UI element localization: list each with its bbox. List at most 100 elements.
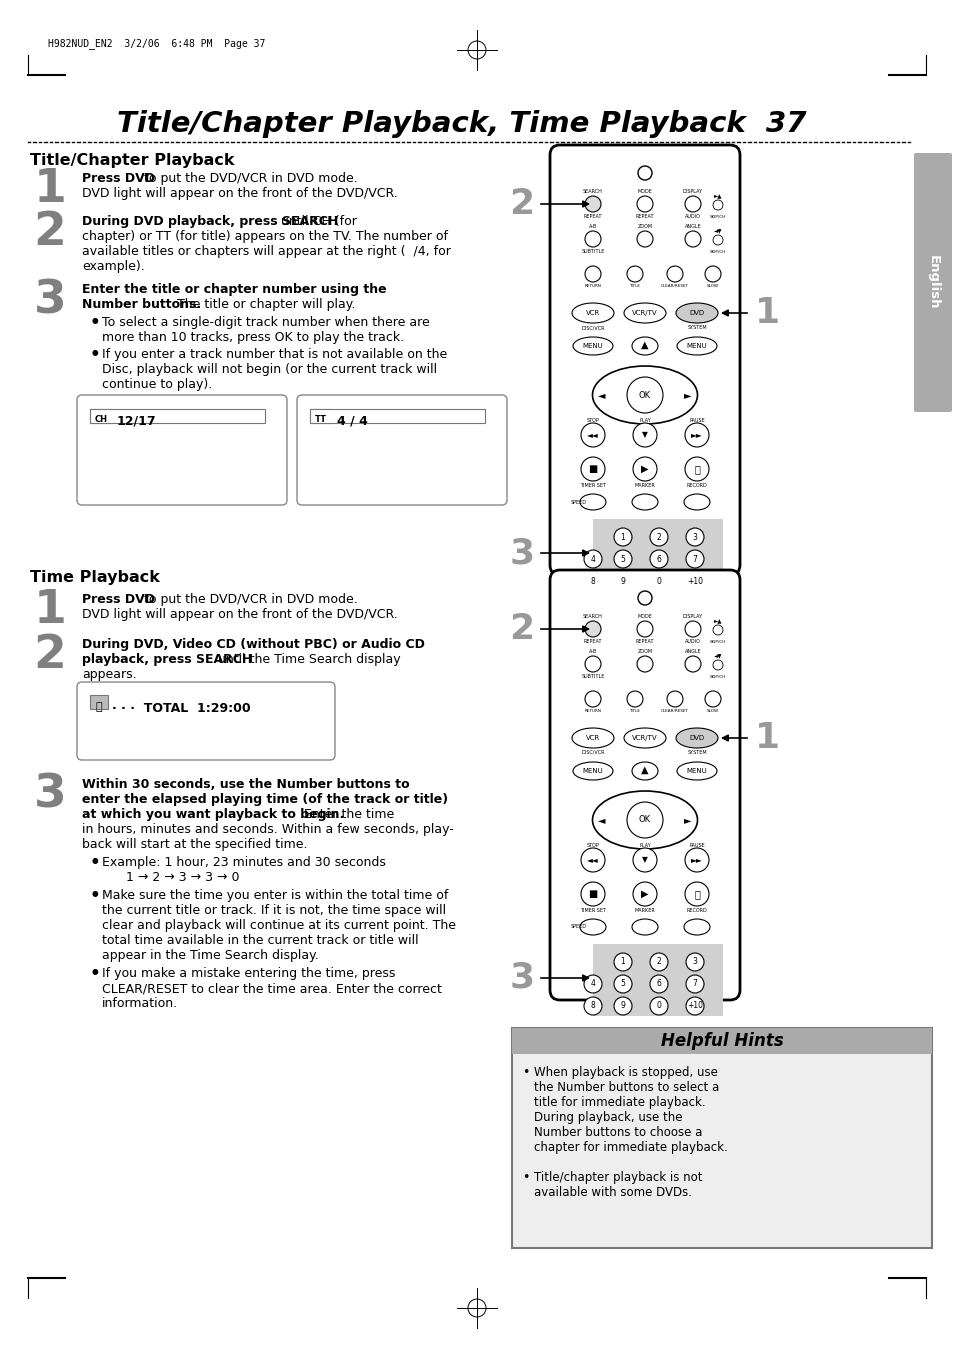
- FancyBboxPatch shape: [913, 153, 951, 412]
- Circle shape: [633, 457, 657, 481]
- Text: 3: 3: [692, 532, 697, 542]
- Text: MENU: MENU: [582, 767, 602, 774]
- Text: SKIP/CH: SKIP/CH: [709, 250, 725, 254]
- Text: 4: 4: [590, 979, 595, 989]
- Ellipse shape: [623, 728, 665, 748]
- Ellipse shape: [573, 762, 613, 780]
- Text: 3: 3: [33, 773, 67, 817]
- Text: MODE: MODE: [637, 189, 652, 195]
- Text: ■: ■: [588, 463, 597, 474]
- Text: 5: 5: [619, 554, 625, 563]
- Circle shape: [685, 952, 703, 971]
- Text: SEARCH: SEARCH: [582, 189, 602, 195]
- Circle shape: [638, 166, 651, 180]
- Text: ●: ●: [91, 316, 98, 326]
- FancyBboxPatch shape: [296, 394, 506, 505]
- Bar: [593, 944, 722, 1016]
- Text: SEARCH: SEARCH: [582, 613, 602, 619]
- Text: CH: CH: [94, 415, 108, 424]
- Ellipse shape: [579, 919, 605, 935]
- Bar: [90, 409, 265, 423]
- Text: TT: TT: [314, 415, 327, 424]
- Text: •: •: [521, 1066, 529, 1079]
- Text: STOP: STOP: [586, 417, 598, 423]
- Circle shape: [649, 528, 667, 546]
- Text: Title/Chapter Playback: Title/Chapter Playback: [30, 153, 234, 168]
- Text: Enter the title or chapter number using the: Enter the title or chapter number using …: [82, 282, 386, 296]
- Text: ▲: ▲: [640, 765, 648, 775]
- Text: 2: 2: [33, 209, 67, 255]
- Text: 6: 6: [656, 554, 660, 563]
- Text: 2: 2: [656, 532, 660, 542]
- Circle shape: [684, 423, 708, 447]
- Circle shape: [614, 528, 631, 546]
- FancyBboxPatch shape: [77, 394, 287, 505]
- Text: 5: 5: [619, 979, 625, 989]
- Text: DVD: DVD: [689, 735, 704, 740]
- Circle shape: [614, 975, 631, 993]
- Bar: [593, 519, 722, 590]
- Text: ●: ●: [91, 857, 98, 865]
- Text: RECORD: RECORD: [686, 484, 706, 488]
- Text: VCR/TV: VCR/TV: [632, 735, 658, 740]
- Circle shape: [649, 975, 667, 993]
- Text: DVD: DVD: [689, 309, 704, 316]
- Text: ●: ●: [91, 967, 98, 975]
- Text: 1: 1: [33, 168, 67, 212]
- Circle shape: [684, 882, 708, 907]
- Text: total time available in the current track or title will: total time available in the current trac…: [102, 934, 418, 947]
- Text: DVD light will appear on the front of the DVD/VCR.: DVD light will appear on the front of th…: [82, 186, 397, 200]
- Ellipse shape: [676, 303, 718, 323]
- Circle shape: [583, 571, 601, 590]
- Text: OK: OK: [639, 816, 650, 824]
- Circle shape: [712, 200, 722, 209]
- Text: REPEAT: REPEAT: [583, 213, 601, 219]
- Text: PAUSE: PAUSE: [688, 417, 704, 423]
- Circle shape: [684, 231, 700, 247]
- Circle shape: [584, 690, 600, 707]
- Text: Example: 1 hour, 23 minutes and 30 seconds: Example: 1 hour, 23 minutes and 30 secon…: [102, 857, 385, 869]
- Text: SLOW: SLOW: [706, 284, 719, 288]
- Text: PAUSE: PAUSE: [688, 843, 704, 848]
- Text: H982NUD_EN2  3/2/06  6:48 PM  Page 37: H982NUD_EN2 3/2/06 6:48 PM Page 37: [48, 38, 265, 49]
- Text: ▲: ▲: [640, 340, 648, 350]
- Text: TIMER SET: TIMER SET: [579, 484, 605, 488]
- Circle shape: [685, 997, 703, 1015]
- Circle shape: [583, 550, 601, 567]
- Circle shape: [633, 882, 657, 907]
- Text: ◄: ◄: [598, 390, 605, 400]
- Circle shape: [614, 952, 631, 971]
- Circle shape: [626, 266, 642, 282]
- Text: +10: +10: [686, 577, 702, 585]
- Text: 1: 1: [755, 721, 780, 755]
- Text: REPEAT: REPEAT: [583, 639, 601, 644]
- Ellipse shape: [676, 728, 718, 748]
- FancyBboxPatch shape: [77, 682, 335, 761]
- Text: 6: 6: [656, 979, 660, 989]
- Text: SLOW: SLOW: [706, 709, 719, 713]
- Text: 8: 8: [590, 1001, 595, 1011]
- Text: 2: 2: [509, 612, 534, 646]
- Circle shape: [712, 626, 722, 635]
- Circle shape: [685, 550, 703, 567]
- Text: REPEAT: REPEAT: [635, 213, 654, 219]
- Text: SPEED: SPEED: [571, 924, 586, 929]
- Text: DISC/VCR: DISC/VCR: [580, 750, 604, 755]
- Text: During DVD, Video CD (without PBC) or Audio CD: During DVD, Video CD (without PBC) or Au…: [82, 638, 424, 651]
- Circle shape: [712, 661, 722, 670]
- Text: appears.: appears.: [82, 667, 136, 681]
- Circle shape: [637, 621, 652, 638]
- Circle shape: [580, 848, 604, 871]
- Text: 8: 8: [590, 577, 595, 585]
- Text: 1 → 2 → 3 → 3 → 0: 1 → 2 → 3 → 3 → 0: [102, 871, 239, 884]
- Circle shape: [666, 690, 682, 707]
- Text: 3: 3: [33, 278, 67, 323]
- Text: ⏸: ⏸: [694, 889, 700, 898]
- Ellipse shape: [572, 303, 614, 323]
- Bar: [512, 1028, 931, 1248]
- Ellipse shape: [631, 919, 658, 935]
- Circle shape: [685, 571, 703, 590]
- Text: 1: 1: [33, 588, 67, 634]
- Ellipse shape: [623, 303, 665, 323]
- Text: 3: 3: [509, 961, 534, 994]
